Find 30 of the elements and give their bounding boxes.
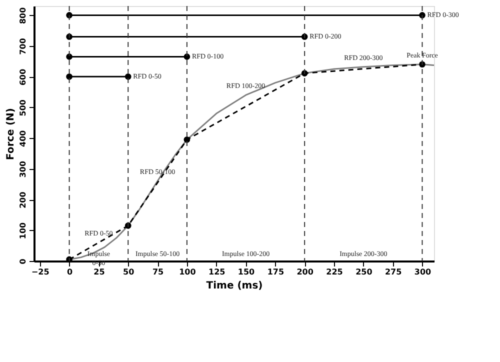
y-axis-title: Force (N) bbox=[6, 108, 16, 160]
x-tick-label: −25 bbox=[31, 268, 50, 276]
x-axis-title: Time (ms) bbox=[206, 280, 263, 292]
x-tick-label: 50 bbox=[123, 268, 135, 276]
x-tick-label: 0 bbox=[67, 268, 74, 276]
x-tick-label: 175 bbox=[267, 268, 284, 276]
y-tick-label: 200 bbox=[18, 191, 28, 208]
point bbox=[184, 54, 190, 60]
x-tick-label: 25 bbox=[94, 268, 106, 276]
x-tick-label: 250 bbox=[356, 268, 373, 276]
x-tick-label: 100 bbox=[179, 268, 196, 276]
x-tick-label: 75 bbox=[152, 268, 164, 276]
y-tick-label: 0 bbox=[18, 258, 28, 264]
y-tick-label: 800 bbox=[18, 6, 28, 24]
y-tick-label: 500 bbox=[18, 99, 28, 116]
x-tick-label: 300 bbox=[414, 268, 432, 276]
x-tick-label: 275 bbox=[384, 268, 402, 276]
x-tick-label: 200 bbox=[296, 268, 314, 276]
y-tick-label: 100 bbox=[18, 222, 28, 240]
point bbox=[66, 54, 72, 60]
y-tick-label: 400 bbox=[18, 130, 28, 147]
point bbox=[124, 74, 132, 80]
y-tick-label: 700 bbox=[18, 38, 28, 55]
x-tick-label: 150 bbox=[238, 268, 256, 276]
y-tick-label: 600 bbox=[18, 68, 28, 86]
point bbox=[66, 74, 72, 80]
x-tick-label: 225 bbox=[326, 268, 344, 276]
y-tick-label: 300 bbox=[18, 160, 28, 178]
point bbox=[184, 136, 190, 143]
x-tick-label: 125 bbox=[208, 268, 226, 276]
